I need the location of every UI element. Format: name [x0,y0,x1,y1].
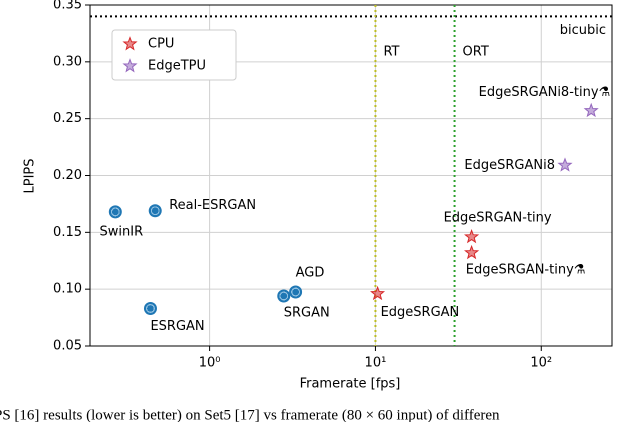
point-label: AGD [296,266,325,281]
x-tick-label: 10¹ [365,356,387,371]
point-label: EdgeSRGANi8 [464,158,555,173]
point [464,228,480,244]
point-label: EdgeSRGAN [381,305,460,320]
y-tick-label: 0.35 [53,0,82,13]
point [148,204,162,218]
y-axis-label: LPIPS [23,158,38,193]
reference-label: ORT [463,45,489,60]
point-label: ESRGAN [150,319,204,334]
legend-marker [122,36,138,51]
point [370,285,386,301]
point [143,301,157,315]
legend-box [111,29,237,81]
point [557,157,573,172]
point [289,285,303,299]
caption: PS [16] results (lower is better) on Set… [0,407,500,422]
legend-marker [122,58,138,73]
legend-label: EdgeTPU [148,59,206,74]
y-tick-label: 0.30 [53,54,82,69]
point-label: Real-ESRGAN [169,198,256,213]
y-tick-label: 0.05 [53,339,82,354]
y-tick-label: 0.20 [53,168,82,183]
point-label: SRGAN [284,305,330,320]
point [277,289,291,303]
y-tick-label: 0.15 [53,225,82,240]
point-label: EdgeSRGAN-tiny [444,210,552,225]
x-axis-label: Framerate [fps] [300,377,401,392]
point [583,102,599,118]
reference-label: bicubic [560,23,606,38]
y-tick-label: 0.10 [53,282,82,297]
point [464,244,480,260]
y-tick-label: 0.25 [53,111,82,126]
x-tick-label: 10² [530,356,552,371]
point [108,205,122,219]
plot-frame [89,4,613,347]
point-label: EdgeSRGAN-tiny⚗ [466,262,586,277]
x-tick-label: 10⁰ [199,356,221,371]
legend-label: CPU [148,37,174,52]
reference-label: RT [383,45,399,60]
point-label: EdgeSRGANi8-tiny⚗ [479,85,611,100]
point-label: SwinIR [100,224,144,239]
